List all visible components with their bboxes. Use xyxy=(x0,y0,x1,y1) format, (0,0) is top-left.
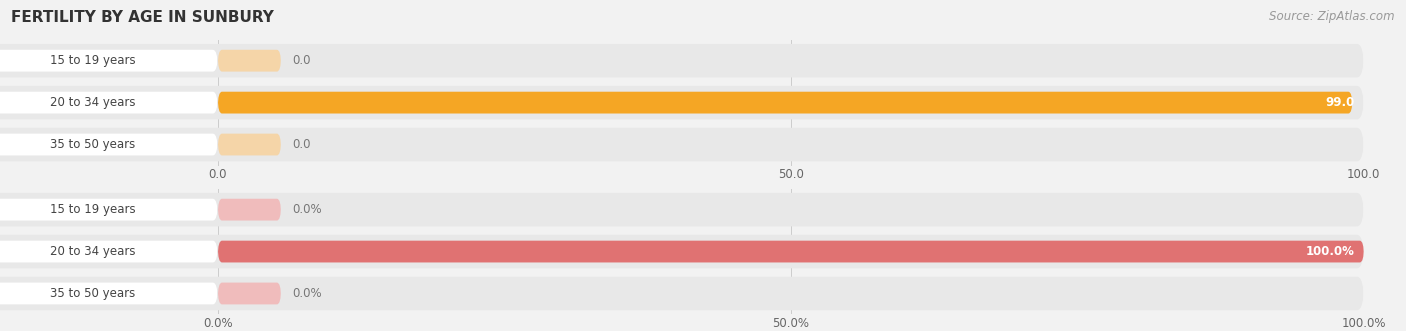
Text: 0.0%: 0.0% xyxy=(292,203,322,216)
FancyBboxPatch shape xyxy=(0,277,1364,310)
FancyBboxPatch shape xyxy=(218,199,281,220)
FancyBboxPatch shape xyxy=(218,50,281,71)
FancyBboxPatch shape xyxy=(0,86,1364,119)
FancyBboxPatch shape xyxy=(218,134,281,156)
Text: 20 to 34 years: 20 to 34 years xyxy=(51,245,135,258)
Text: 0.0%: 0.0% xyxy=(292,287,322,300)
Text: 99.0: 99.0 xyxy=(1326,96,1354,109)
Text: 100.0%: 100.0% xyxy=(1306,245,1354,258)
Text: 15 to 19 years: 15 to 19 years xyxy=(51,54,135,67)
FancyBboxPatch shape xyxy=(218,283,281,305)
FancyBboxPatch shape xyxy=(0,241,218,262)
FancyBboxPatch shape xyxy=(0,193,1364,226)
Text: Source: ZipAtlas.com: Source: ZipAtlas.com xyxy=(1270,10,1395,23)
Text: FERTILITY BY AGE IN SUNBURY: FERTILITY BY AGE IN SUNBURY xyxy=(11,10,274,25)
FancyBboxPatch shape xyxy=(218,241,1364,262)
FancyBboxPatch shape xyxy=(0,199,218,220)
FancyBboxPatch shape xyxy=(0,134,218,156)
Text: 15 to 19 years: 15 to 19 years xyxy=(51,203,135,216)
FancyBboxPatch shape xyxy=(0,235,1364,268)
Text: 0.0: 0.0 xyxy=(292,138,311,151)
FancyBboxPatch shape xyxy=(0,128,1364,161)
FancyBboxPatch shape xyxy=(218,92,1353,114)
FancyBboxPatch shape xyxy=(0,92,218,114)
Text: 35 to 50 years: 35 to 50 years xyxy=(51,287,135,300)
Text: 0.0: 0.0 xyxy=(292,54,311,67)
FancyBboxPatch shape xyxy=(0,44,1364,77)
Text: 20 to 34 years: 20 to 34 years xyxy=(51,96,135,109)
Text: 35 to 50 years: 35 to 50 years xyxy=(51,138,135,151)
FancyBboxPatch shape xyxy=(0,283,218,305)
FancyBboxPatch shape xyxy=(0,50,218,71)
